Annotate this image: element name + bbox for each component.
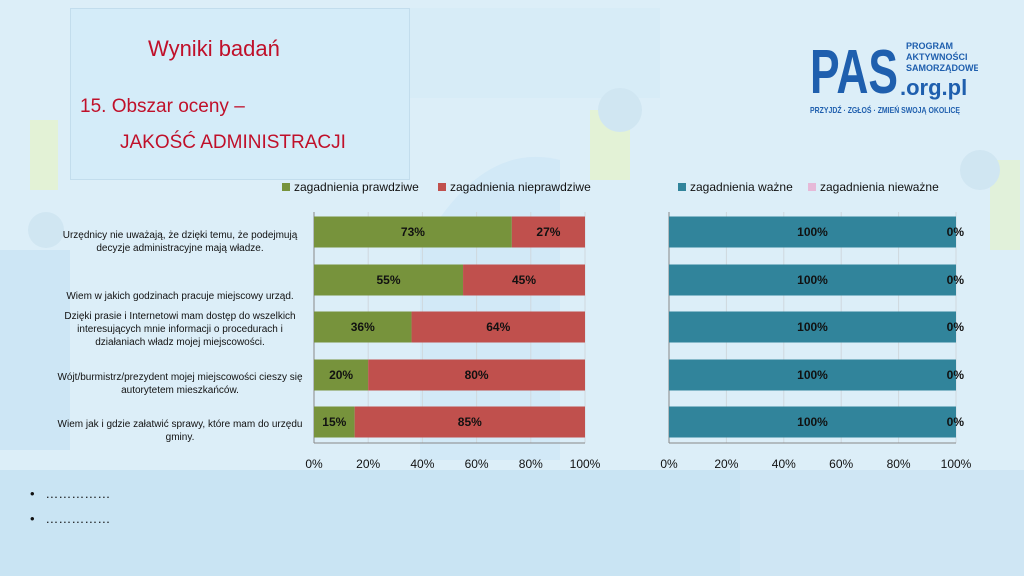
legend-item-false: zagadnienia nieprawdziwe (438, 180, 591, 194)
logo-tag-3: SAMORZĄDOWEJ (906, 63, 978, 73)
pas-logo: PAS PROGRAM AKTYWNOŚCI SAMORZĄDOWEJ .org… (810, 38, 978, 115)
category-label: Urzędnicy nie uważają, że dzięki temu, ż… (62, 230, 298, 254)
data-label: 73% (401, 225, 425, 239)
category-label: Wiem jak i gdzie załatwić sprawy, które … (57, 419, 303, 443)
page-title: Wyniki badań (148, 36, 280, 61)
bar-importance-s0 (669, 406, 956, 438)
x-tick-label: 100% (570, 457, 601, 471)
data-label: 0% (947, 368, 965, 382)
data-label: 15% (322, 415, 346, 429)
legend-swatch-red (438, 183, 446, 191)
x-tick-label: 60% (465, 457, 489, 471)
bar-importance-s0 (669, 311, 956, 343)
x-tick-label: 0% (660, 457, 678, 471)
x-tick-label: 20% (714, 457, 738, 471)
section-subtitle: JAKOŚĆ ADMINISTRACJI (120, 132, 346, 153)
data-label: 0% (947, 273, 965, 287)
bar-truth-s0 (314, 264, 464, 296)
legend-swatch-teal (678, 183, 686, 191)
data-label: 100% (797, 415, 828, 429)
bar-truth-s0 (314, 406, 355, 438)
bullet-text: …………… (45, 511, 111, 526)
x-tick-label: 60% (829, 457, 853, 471)
logo-tag-2: AKTYWNOŚCI (906, 51, 968, 62)
bullet-item: • …………… (30, 486, 111, 501)
x-tick-label: 100% (941, 457, 972, 471)
section-title: 15. Obszar oceny – (80, 96, 245, 117)
legend-label-false: zagadnienia nieprawdziwe (450, 180, 591, 194)
data-label: 55% (377, 273, 401, 287)
legend-label-true: zagadnienia prawdziwe (294, 180, 419, 194)
logo-slogan: PRZYJDŹ · ZGŁOŚ · ZMIEŃ SWOJĄ OKOLICĘ (810, 104, 960, 115)
logo-main-text: PAS (810, 38, 898, 107)
data-label: 100% (797, 368, 828, 382)
bar-truth-s1 (354, 406, 585, 438)
legend-swatch-green (282, 183, 290, 191)
data-label: 100% (797, 225, 828, 239)
legend-swatch-pink (808, 183, 816, 191)
legend-item-unimportant: zagadnienia nieważne (808, 180, 939, 194)
bar-importance-s0 (669, 216, 956, 248)
bar-truth-s0 (314, 311, 412, 343)
bar-truth-s1 (368, 359, 585, 391)
data-label: 36% (351, 320, 375, 334)
bar-truth-s1 (411, 311, 585, 343)
data-label: 0% (947, 320, 965, 334)
x-tick-label: 80% (887, 457, 911, 471)
title-panel (70, 8, 410, 180)
x-tick-label: 40% (772, 457, 796, 471)
data-label: 0% (947, 225, 965, 239)
bar-truth-s0 (314, 359, 369, 391)
legend-item-important: zagadnienia ważne (678, 180, 793, 194)
legend-item-true: zagadnienia prawdziwe (282, 180, 419, 194)
legend-label-unimportant: zagadnienia nieważne (820, 180, 939, 194)
data-label: 80% (465, 368, 489, 382)
data-label: 0% (947, 415, 965, 429)
bar-truth-s1 (511, 216, 585, 248)
bar-truth-s0 (314, 216, 512, 248)
x-tick-label: 40% (410, 457, 434, 471)
x-tick-label: 20% (356, 457, 380, 471)
bar-truth-s1 (463, 264, 585, 296)
x-tick-label: 0% (305, 457, 323, 471)
category-label: Wójt/burmistrz/prezydent mojej miejscowo… (57, 372, 303, 396)
bullet-item: • …………… (30, 511, 111, 526)
bar-importance-s0 (669, 359, 956, 391)
data-label: 20% (329, 368, 353, 382)
logo-tag-1: PROGRAM (906, 41, 953, 51)
category-label: Wiem w jakich godzinach pracuje miejscow… (66, 291, 294, 302)
data-label: 100% (797, 320, 828, 334)
data-label: 45% (512, 273, 536, 287)
data-label: 64% (486, 320, 510, 334)
legend-label-important: zagadnienia ważne (690, 180, 793, 194)
data-label: 85% (458, 415, 482, 429)
data-label: 100% (797, 273, 828, 287)
bullet-text: …………… (45, 486, 111, 501)
bar-importance-s0 (669, 264, 956, 296)
data-label: 27% (536, 225, 560, 239)
category-label: Dzięki prasie i Internetowi mam dostęp d… (64, 311, 296, 348)
x-tick-label: 80% (519, 457, 543, 471)
logo-domain-text: .org.pl (900, 75, 967, 100)
